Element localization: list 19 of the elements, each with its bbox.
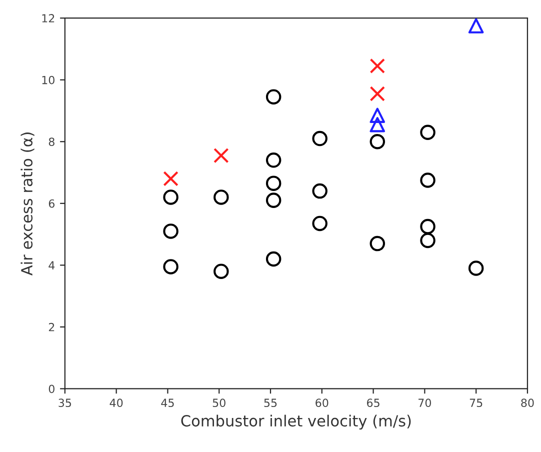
y-tick-label: 8 (48, 138, 54, 146)
x-tick-label: 55 (264, 398, 277, 408)
x-tick-label: 50 (212, 398, 226, 408)
y-axis-title: Air excess ratio (α) (20, 132, 34, 276)
y-tick-label: 10 (42, 76, 54, 84)
x-axis-title: Combustor inlet velocity (m/s) (181, 414, 411, 430)
x-tick-label: 80 (521, 398, 534, 408)
x-tick-label: 45 (161, 398, 174, 408)
x-tick-label: 35 (58, 398, 72, 408)
x-tick-label: 40 (110, 398, 123, 408)
y-tick-label: 4 (48, 261, 55, 270)
x-tick-label: 65 (366, 398, 380, 408)
x-tick-label: 75 (470, 398, 482, 408)
y-tick-label: 2 (48, 322, 54, 332)
y-tick-label: 6 (48, 199, 54, 208)
y-tick-label: 0 (48, 384, 54, 394)
y-tick-label: 12 (42, 14, 54, 22)
x-tick-label: 60 (316, 398, 328, 408)
x-tick-label: 70 (418, 398, 432, 408)
